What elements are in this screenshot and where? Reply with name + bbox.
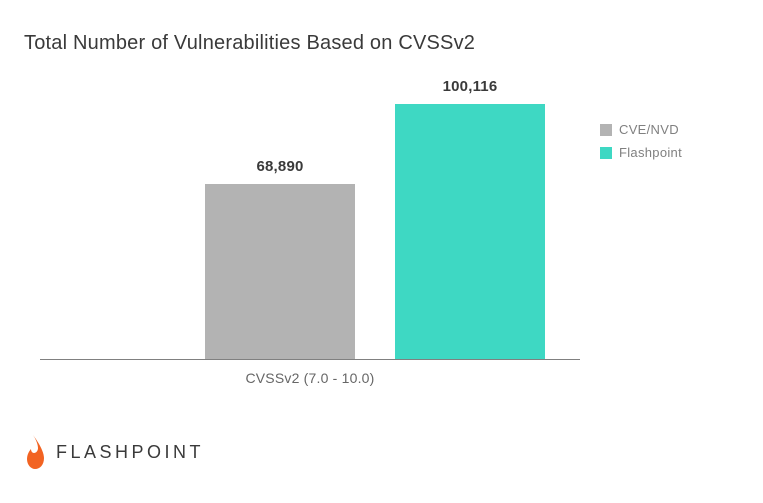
brand-logo: FLASHPOINT xyxy=(24,435,204,469)
legend-label: Flashpoint xyxy=(619,145,682,160)
legend: CVE/NVD Flashpoint xyxy=(600,122,682,168)
bar: 68,890 xyxy=(205,184,355,359)
legend-swatch xyxy=(600,147,612,159)
legend-swatch xyxy=(600,124,612,136)
legend-item: Flashpoint xyxy=(600,145,682,160)
bar: 100,116 xyxy=(395,104,545,359)
chart-title: Total Number of Vulnerabilities Based on… xyxy=(24,32,739,55)
flame-icon xyxy=(24,435,46,469)
xaxis-label: CVSSv2 (7.0 - 10.0) xyxy=(40,370,580,386)
legend-item: CVE/NVD xyxy=(600,122,682,137)
chart-container: Total Number of Vulnerabilities Based on… xyxy=(0,0,763,503)
bar-value-label: 68,890 xyxy=(205,158,355,175)
brand-text: FLASHPOINT xyxy=(56,442,204,463)
legend-label: CVE/NVD xyxy=(619,122,679,137)
bar-value-label: 100,116 xyxy=(395,78,545,95)
chart-region: 68,890100,116 CVSSv2 (7.0 - 10.0) CVE/NV… xyxy=(40,80,730,380)
plot-area: 68,890 100,116 xyxy=(40,80,580,360)
